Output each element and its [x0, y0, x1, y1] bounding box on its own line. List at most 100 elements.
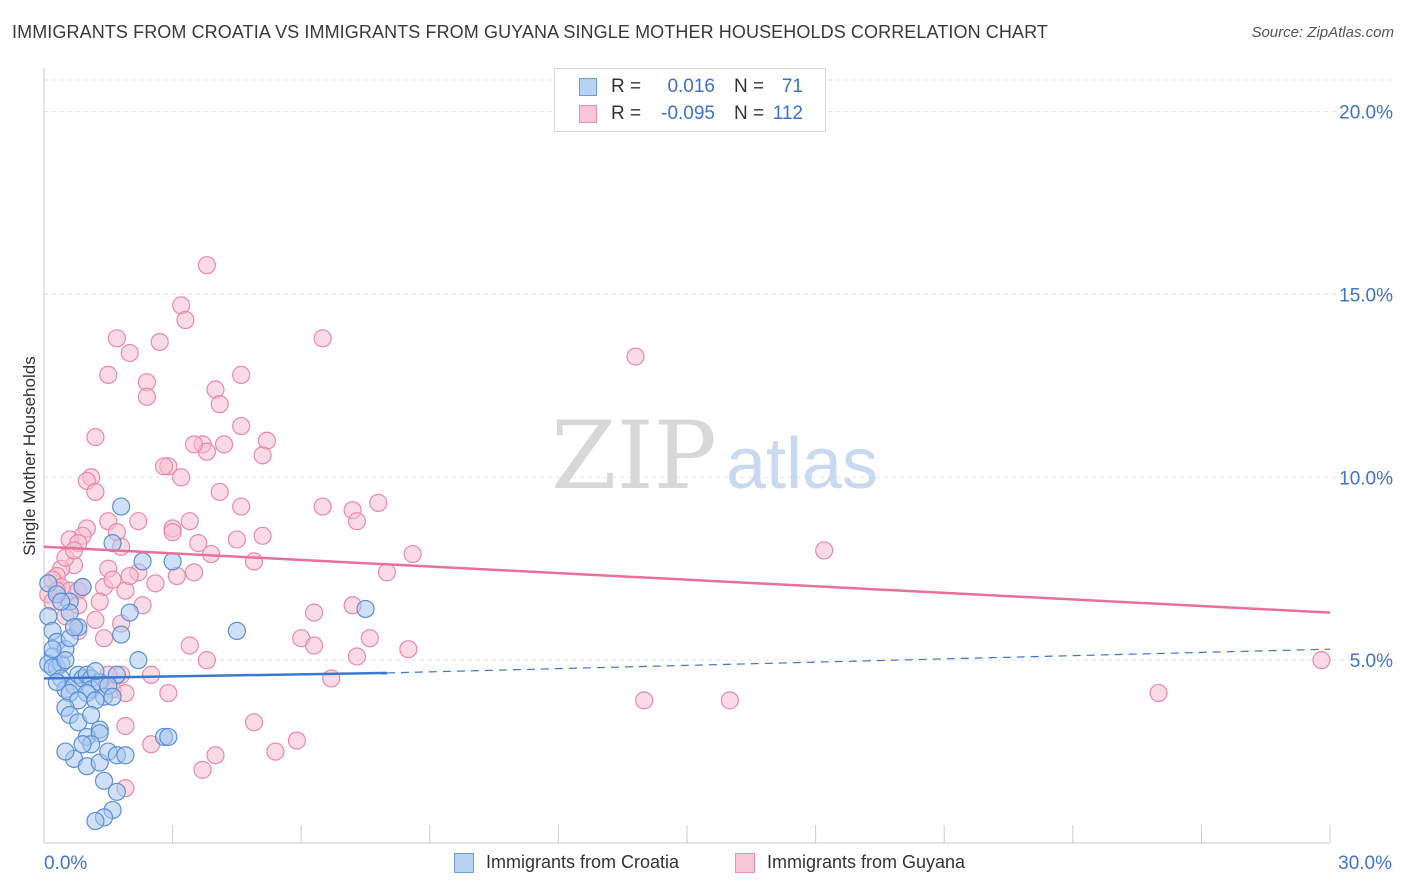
- point-guyana: [232, 365, 251, 384]
- point-croatia: [86, 662, 105, 681]
- guyana-swatch: [579, 105, 597, 123]
- point-guyana: [304, 636, 324, 655]
- point-guyana: [815, 541, 834, 560]
- point-guyana: [176, 310, 195, 330]
- axes: [43, 68, 1331, 844]
- point-guyana: [377, 563, 397, 582]
- x-tick-label-max: 30.0%: [1338, 853, 1392, 874]
- point-croatia: [52, 592, 71, 611]
- point-guyana: [146, 574, 165, 593]
- point-guyana: [120, 566, 139, 586]
- point-guyana: [360, 629, 379, 648]
- point-guyana: [210, 482, 229, 502]
- point-guyana: [304, 603, 324, 622]
- legend-guyana-swatch: [735, 853, 755, 873]
- point-guyana: [1149, 683, 1168, 703]
- point-guyana: [180, 512, 199, 531]
- trend-line-croatia: [43, 671, 387, 680]
- point-guyana: [193, 760, 212, 779]
- point-croatia: [227, 621, 246, 640]
- stats-row-croatia: R = 0.016 N = 71: [555, 74, 825, 100]
- point-guyana: [322, 669, 341, 688]
- point-guyana: [180, 636, 199, 655]
- point-guyana: [137, 387, 156, 406]
- point-croatia: [112, 625, 131, 644]
- point-croatia: [94, 771, 114, 790]
- guyana-r-value: -0.095: [661, 103, 715, 124]
- point-guyana: [244, 552, 264, 571]
- point-guyana: [720, 691, 739, 710]
- chart-title: IMMIGRANTS FROM CROATIA VS IMMIGRANTS FR…: [12, 22, 1048, 42]
- point-guyana: [94, 629, 114, 648]
- y-tick-label: 20.0%: [1339, 103, 1393, 124]
- series-guyana: [39, 256, 1331, 798]
- point-guyana: [347, 512, 367, 531]
- stats-legend: R = 0.016 N = 71 R = -0.095 N = 112: [554, 68, 826, 132]
- legend-croatia-swatch: [454, 853, 474, 873]
- croatia-swatch: [579, 78, 597, 96]
- tick-labels: 5.0% 10.0% 15.0% 20.0% 0.0% 30.0%: [44, 103, 1393, 874]
- point-guyana: [86, 482, 105, 502]
- y-tick-label: 5.0%: [1350, 651, 1393, 672]
- point-guyana: [172, 468, 191, 487]
- guyana-r-label: R =: [611, 103, 642, 124]
- point-croatia: [133, 552, 152, 571]
- point-guyana: [107, 329, 126, 348]
- watermark: ZIP atlas: [551, 402, 878, 511]
- point-croatia: [56, 742, 75, 761]
- point-croatia: [116, 746, 135, 765]
- point-guyana: [635, 691, 654, 710]
- point-guyana: [214, 435, 234, 454]
- point-croatia: [103, 534, 122, 553]
- point-croatia: [129, 651, 148, 670]
- point-guyana: [184, 435, 204, 454]
- legend-croatia-label: Immigrants from Croatia: [486, 852, 680, 872]
- point-guyana: [232, 497, 251, 516]
- point-croatia: [356, 599, 375, 619]
- point-guyana: [244, 713, 264, 732]
- point-guyana: [266, 742, 285, 761]
- x-tick-label-min: 0.0%: [44, 853, 87, 874]
- croatia-n-label: N =: [734, 76, 765, 97]
- point-guyana: [99, 365, 118, 384]
- point-guyana: [120, 343, 139, 363]
- point-croatia: [82, 705, 101, 725]
- point-guyana: [103, 570, 122, 589]
- point-guyana: [116, 716, 135, 736]
- point-croatia: [56, 651, 75, 670]
- point-guyana: [369, 493, 388, 512]
- point-guyana: [86, 610, 105, 630]
- point-guyana: [197, 256, 216, 275]
- point-croatia: [64, 618, 84, 637]
- y-tick-label: 10.0%: [1339, 468, 1393, 489]
- point-guyana: [189, 534, 208, 553]
- guyana-n-value: 112: [772, 103, 803, 124]
- point-guyana: [253, 446, 272, 465]
- croatia-r-value: 0.016: [667, 76, 715, 97]
- point-croatia: [86, 811, 105, 831]
- point-croatia: [112, 497, 131, 516]
- point-guyana: [86, 427, 105, 447]
- point-guyana: [232, 416, 251, 436]
- point-croatia: [159, 727, 178, 747]
- point-guyana: [159, 683, 178, 703]
- point-guyana: [184, 563, 204, 582]
- point-guyana: [399, 640, 418, 659]
- point-guyana: [227, 530, 246, 549]
- trend-lines: [43, 545, 1331, 680]
- point-guyana: [206, 746, 225, 765]
- point-guyana: [210, 395, 229, 414]
- point-guyana: [64, 541, 84, 560]
- point-guyana: [90, 592, 109, 611]
- source-label: Source: ZipAtlas.com: [1251, 24, 1394, 41]
- point-guyana: [142, 665, 161, 684]
- point-croatia: [47, 672, 66, 692]
- point-guyana: [163, 523, 182, 542]
- point-croatia: [120, 603, 139, 622]
- point-guyana: [626, 347, 645, 366]
- watermark-zip: ZIP: [551, 402, 717, 511]
- watermark-atlas: atlas: [726, 424, 878, 504]
- trend-line-guyana: [43, 545, 1331, 614]
- point-croatia: [163, 552, 182, 571]
